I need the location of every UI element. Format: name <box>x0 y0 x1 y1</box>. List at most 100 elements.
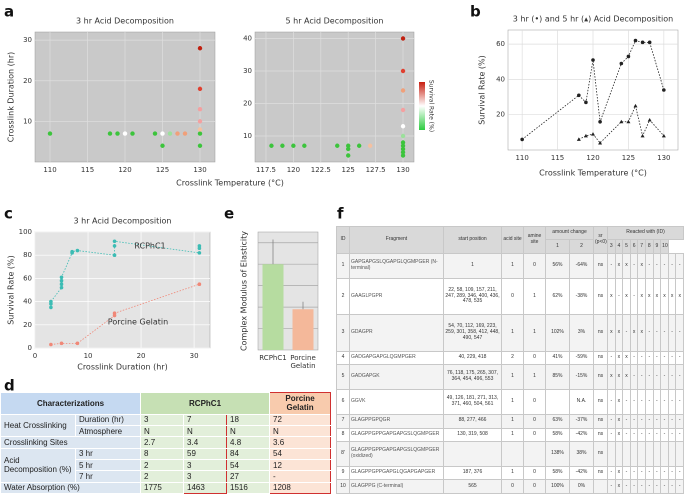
reaction-cell: x <box>607 364 616 391</box>
reaction-cell: x <box>614 465 624 481</box>
header-cell: amine site <box>523 226 546 254</box>
table-row: Heat Crosslinking Duration (hr) 3 7 18 72 <box>0 413 332 438</box>
header-cell: 10 <box>660 239 669 254</box>
y-axis-label: Survival Rate (%) <box>478 55 487 125</box>
header-cell: Characterizations <box>0 392 142 415</box>
reaction-cell: - <box>629 479 639 494</box>
point <box>167 131 173 136</box>
point <box>197 143 203 148</box>
reaction-cell: - <box>637 350 646 366</box>
data-cell: 54 <box>226 458 271 472</box>
table-row: 7 GLAGPPGPQGR 88, 277, 466 1 0 63% -37% ns - x - - -… <box>336 414 684 429</box>
chart-title: 3 hr (•) and 5 hr (▴) Acid Decomposition <box>513 15 673 24</box>
y-tick-label: 60 <box>23 274 32 282</box>
header-cell: 4 <box>614 239 624 254</box>
x-tick-label: 125 <box>622 154 635 162</box>
point <box>661 133 666 138</box>
x-tick-label: 10 <box>84 352 93 360</box>
y-tick-label: 30 <box>23 36 32 44</box>
point <box>269 143 274 148</box>
row-label: 7 hr <box>74 470 142 483</box>
table-row: 3 GDAGPR 54, 70, 112, 169, 223, 259, 301, … <box>336 314 684 352</box>
point <box>633 103 638 108</box>
data-cell: 62% <box>545 277 570 316</box>
panel-label: e <box>224 205 234 223</box>
reaction-cell: - <box>667 364 677 391</box>
point <box>400 88 406 93</box>
reaction-cell: - <box>622 314 631 352</box>
reaction-cell <box>660 441 669 467</box>
table-row: 5 hr 2 3 54 12 <box>1 458 332 472</box>
point <box>400 153 406 158</box>
reaction-cell: - <box>652 252 662 279</box>
reaction-cell: - <box>629 465 639 481</box>
data-cell: -37% <box>568 414 595 429</box>
reaction-cell: x <box>652 277 662 316</box>
point <box>598 140 603 145</box>
point <box>59 275 64 280</box>
data-cell: -42% <box>568 465 595 481</box>
data-cell: 130, 319, 508 <box>443 427 502 443</box>
point <box>59 278 64 283</box>
reaction-cell <box>629 441 639 467</box>
table-row: Crosslinking Sites 2.7 3.4 4.8 3.6 <box>0 436 332 449</box>
data-cell: 1 <box>501 427 524 443</box>
reaction-cell: - <box>667 389 677 416</box>
data-cell: 0 <box>523 350 546 366</box>
reaction-cell <box>637 441 646 467</box>
data-cell: -38% <box>568 277 595 316</box>
data-cell: 3.6 <box>269 436 332 449</box>
panel-label: a <box>4 3 14 21</box>
point <box>400 107 406 113</box>
point <box>633 38 638 43</box>
point <box>576 137 581 141</box>
reaction-cell: x <box>607 314 616 352</box>
point <box>197 46 203 51</box>
data-cell: 3 <box>183 470 228 483</box>
reaction-cell <box>652 441 662 467</box>
x-tick-label: 30 <box>190 352 199 360</box>
data-cell: 3.4 <box>183 436 228 449</box>
reaction-cell: - <box>675 252 684 279</box>
header-row: 1 2 3 4 5 6 7 8 9 10 <box>337 239 684 254</box>
x-tick-label: 115 <box>81 166 94 174</box>
point <box>591 132 595 136</box>
point <box>591 58 595 62</box>
x-tick-label: 115 <box>551 154 564 162</box>
data-cell: 1463 <box>183 481 228 495</box>
reaction-cell: x <box>622 364 631 391</box>
row-label: Atmosphere <box>74 424 142 438</box>
y-axis-label: Survival Rate (%) <box>7 255 16 325</box>
data-cell: 76, 118, 175, 265, 307, 364, 454, 496, 5… <box>443 364 502 391</box>
plot-area <box>254 31 415 163</box>
header-cell: Fragment <box>349 226 444 254</box>
data-cell: 1 <box>336 252 350 279</box>
fragment-table: ID Fragment start position acid site amine s… <box>336 225 685 494</box>
reaction-cell: x <box>614 414 624 429</box>
point <box>59 341 64 346</box>
point <box>112 253 117 257</box>
point <box>640 40 645 45</box>
x-tick-label: 125 <box>342 166 355 174</box>
data-cell: 0 <box>523 414 546 429</box>
data-cell: 8 <box>140 447 185 460</box>
bar <box>292 309 314 350</box>
reaction-cell: - <box>675 314 684 352</box>
point <box>197 282 202 287</box>
point <box>49 299 53 304</box>
point <box>197 106 203 112</box>
point <box>112 311 117 316</box>
reaction-cell: - <box>637 389 646 416</box>
point <box>346 146 351 152</box>
reaction-cell: - <box>645 350 654 366</box>
series-line <box>521 40 665 140</box>
point <box>70 249 74 254</box>
x-tick-label: 120 <box>586 154 599 162</box>
fragment: GADGAPGAPGLQGMPGER <box>349 350 444 366</box>
point <box>400 36 406 41</box>
reaction-cell: - <box>675 427 684 443</box>
data-cell: 2.7 <box>140 436 185 449</box>
bar <box>262 264 284 350</box>
data-cell: 85% <box>545 364 570 391</box>
